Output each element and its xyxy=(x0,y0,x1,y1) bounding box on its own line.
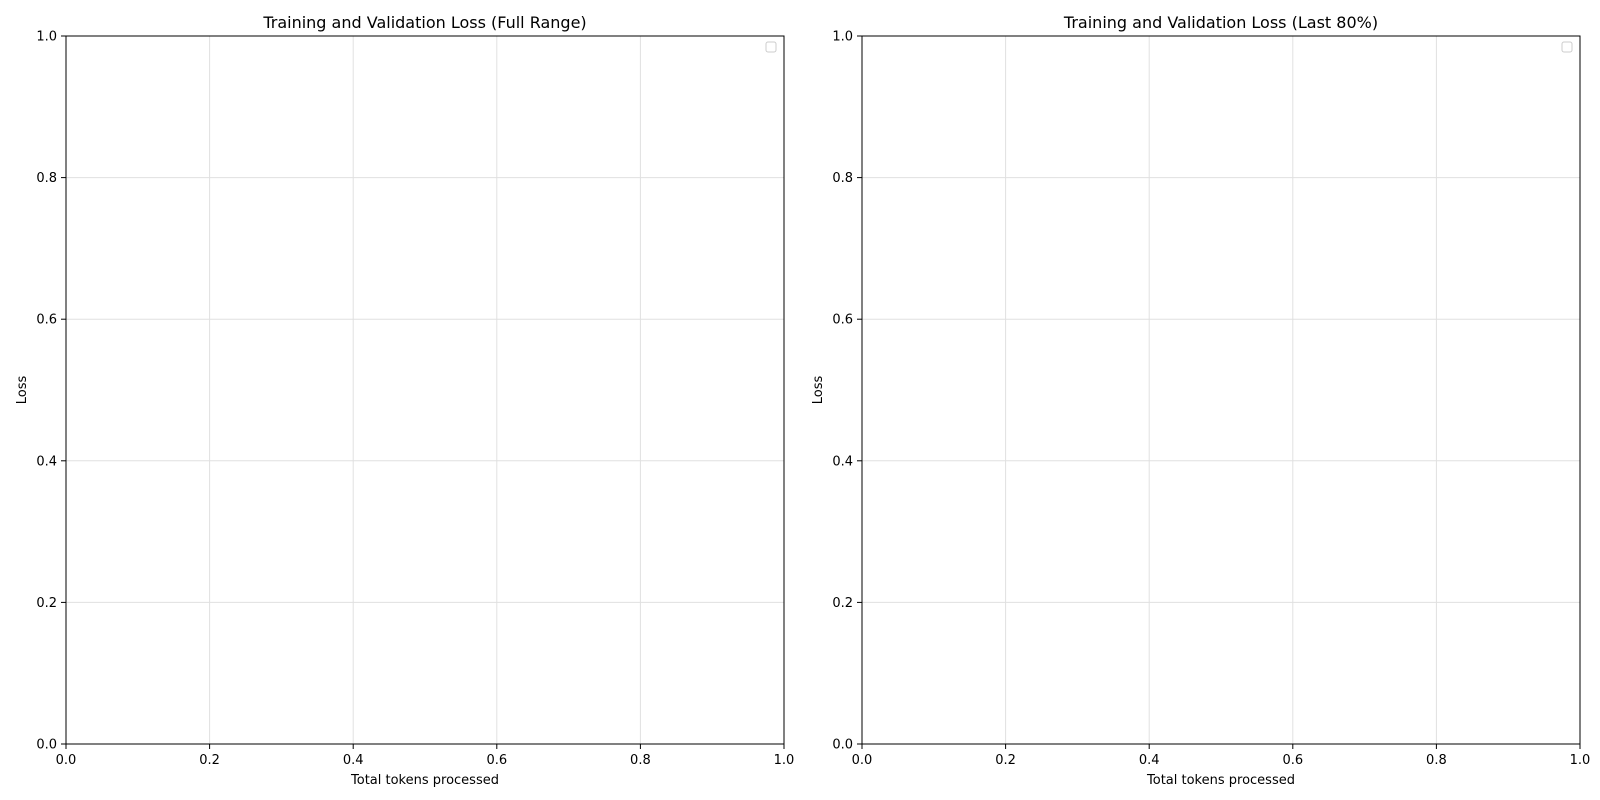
x-tick-label: 0.0 xyxy=(56,753,77,768)
chart-panel-full-range: Training and Validation Loss (Full Range… xyxy=(15,13,794,788)
plot-frame xyxy=(65,35,785,745)
y-tick-label: 0.2 xyxy=(36,596,57,611)
x-tick-label: 0.6 xyxy=(1282,753,1303,768)
y-tick-label: 0.8 xyxy=(36,171,57,186)
x-tick-label: 0.8 xyxy=(630,753,651,768)
y-tick-label: 1.0 xyxy=(832,30,853,45)
x-axis-label: Total tokens processed xyxy=(1146,773,1295,788)
plot-frame xyxy=(861,35,1581,745)
y-tick-label: 0.2 xyxy=(832,596,853,611)
y-tick-label: 0.8 xyxy=(832,171,853,186)
x-tick-label: 1.0 xyxy=(1570,753,1591,768)
y-axis-label: Loss xyxy=(811,376,826,405)
x-tick-label: 0.0 xyxy=(852,753,873,768)
x-tick-label: 0.2 xyxy=(995,753,1016,768)
y-tick-label: 0.4 xyxy=(36,454,57,469)
x-tick-label: 0.4 xyxy=(1139,753,1160,768)
x-tick-label: 0.6 xyxy=(486,753,507,768)
legend-box[interactable] xyxy=(1561,41,1573,53)
x-tick-label: 0.4 xyxy=(343,753,364,768)
y-tick-label: 0.0 xyxy=(36,738,57,753)
x-axis-label: Total tokens processed xyxy=(350,773,499,788)
y-tick-label: 1.0 xyxy=(36,30,57,45)
y-tick-label: 0.6 xyxy=(832,313,853,328)
chart-panel-last-80: Training and Validation Loss (Last 80%) … xyxy=(811,13,1590,788)
y-tick-label: 0.4 xyxy=(832,454,853,469)
chart-title: Training and Validation Loss (Full Range… xyxy=(262,13,586,32)
chart-title: Training and Validation Loss (Last 80%) xyxy=(1063,13,1378,32)
x-tick-label: 0.2 xyxy=(199,753,220,768)
x-tick-label: 0.8 xyxy=(1426,753,1447,768)
y-axis-label: Loss xyxy=(15,376,30,405)
legend-box[interactable] xyxy=(765,41,777,53)
axis-ticks: 0.0 0.2 0.4 0.6 0.8 1.0 0.0 0.2 0.4 0.6 0.8 1.0 xyxy=(832,30,1590,769)
y-tick-label: 0.6 xyxy=(36,313,57,328)
legend[interactable] xyxy=(765,41,777,53)
y-tick-label: 0.0 xyxy=(832,738,853,753)
axis-ticks: 0.0 0.2 0.4 0.6 0.8 1.0 0.0 0.2 0.4 0.6 0.8 1.0 xyxy=(36,30,794,769)
x-tick-label: 1.0 xyxy=(774,753,795,768)
legend[interactable] xyxy=(1561,41,1573,53)
